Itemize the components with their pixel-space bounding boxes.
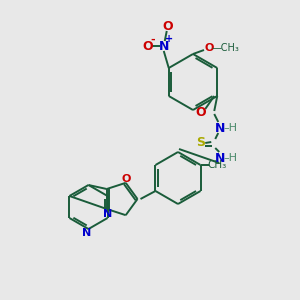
Text: O: O [195, 106, 206, 118]
Text: N: N [159, 40, 169, 52]
Text: N: N [103, 209, 112, 219]
Text: O: O [204, 43, 214, 53]
Text: O: O [142, 40, 153, 52]
Text: CH₃: CH₃ [207, 160, 226, 170]
Text: —CH₃: —CH₃ [211, 43, 239, 53]
Text: +: + [165, 34, 173, 44]
Text: N: N [82, 228, 91, 238]
Text: O: O [121, 174, 130, 184]
Text: O: O [162, 20, 173, 32]
Text: -: - [150, 35, 155, 45]
Text: –H: –H [223, 123, 237, 133]
Text: –H: –H [223, 153, 237, 163]
Text: S: S [196, 136, 205, 149]
Text: N: N [215, 122, 225, 134]
Text: N: N [215, 152, 225, 164]
